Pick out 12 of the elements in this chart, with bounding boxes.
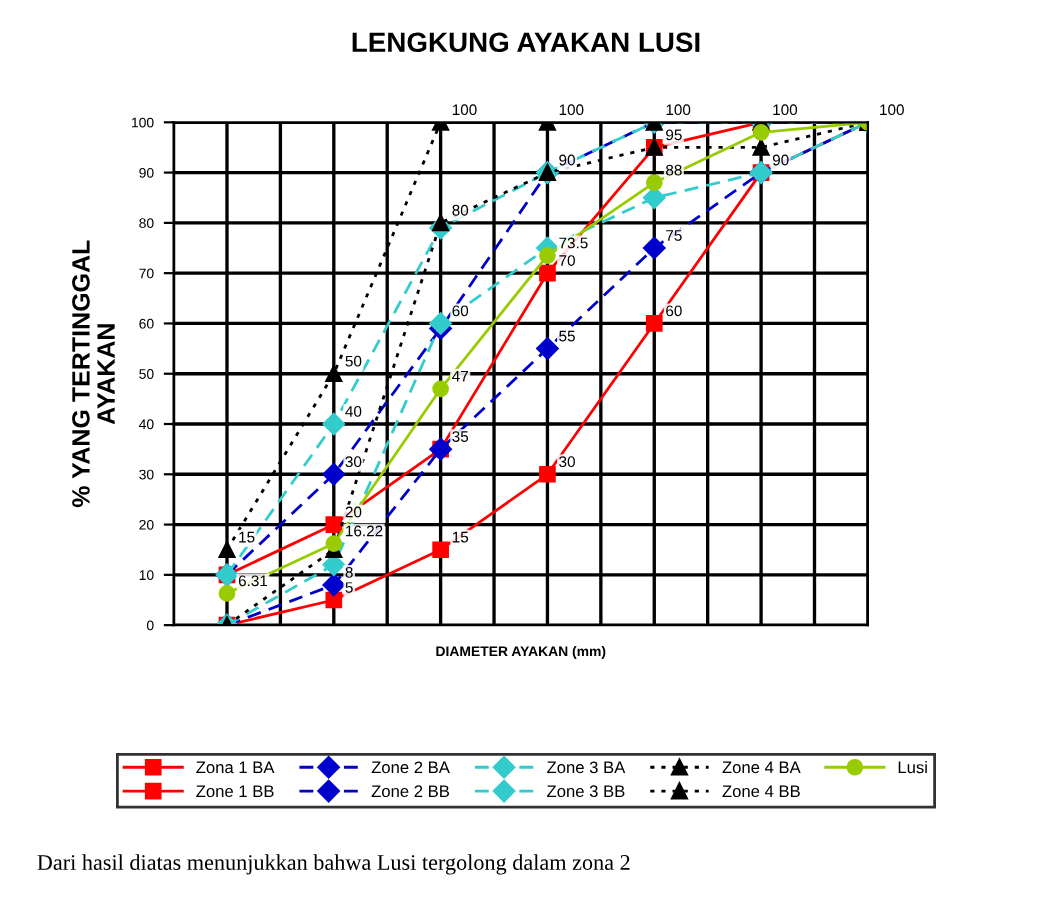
y-axis-title: % YANG TERTINGGAL AYAKAN	[72, 240, 115, 508]
text: Dari hasil diatas menunjukkan bahwa Lusi tergolong dalam zona 2	[37, 854, 630, 875]
legend-label: Zone 2 BB	[371, 785, 449, 798]
legend-label: Zona 1 BA	[196, 761, 275, 774]
chart-title: LENGKUNG AYAKAN LUSI	[352, 32, 700, 53]
legend-label: Zone 4 BA	[722, 761, 801, 774]
legend-label: Zone 2 BA	[371, 761, 450, 774]
legend-label: Zone 4 BB	[722, 785, 800, 798]
legend-label: Zone 3 BB	[547, 785, 625, 798]
legend-label: Lusi	[898, 760, 927, 774]
legend-label: Zone 3 BA	[547, 761, 626, 774]
legend-label: Zone 1 BB	[196, 785, 274, 798]
